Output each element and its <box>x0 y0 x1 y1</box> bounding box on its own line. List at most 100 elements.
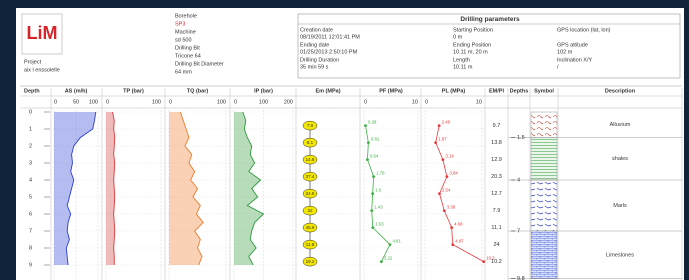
pf-point <box>389 243 392 246</box>
field-value: sd 500 <box>175 37 192 43</box>
column-header: Description <box>605 88 636 94</box>
depth-tick-label: 3 <box>29 160 32 166</box>
depth-tick-label: 0 <box>29 109 32 115</box>
pf-point <box>370 209 373 212</box>
pf-value-label: 3.22 <box>384 256 393 261</box>
layer-depth: 1.5 <box>517 135 525 141</box>
pf-value-label: 0.28 <box>368 120 377 125</box>
column-header: TP (bar) <box>123 88 144 94</box>
param-value: 35 min 59 s <box>300 64 329 70</box>
em-value: 45.9 <box>306 225 315 230</box>
ratio-value: 24 <box>493 242 499 248</box>
ratio-value: 10.2 <box>491 259 502 265</box>
layer-symbol <box>531 231 557 279</box>
field-value: Tricone 64 <box>175 53 201 59</box>
layer-description: Marls <box>613 203 627 209</box>
param-label: Length <box>453 57 470 63</box>
param-value: 0 m <box>453 34 463 40</box>
depth-tick-label: 5 <box>29 194 32 200</box>
pf-point <box>380 260 383 263</box>
x-tick-label: 100 <box>152 99 161 105</box>
pf-value-label: 1.6 <box>375 188 382 193</box>
pf-value-label: 1.63 <box>375 222 384 227</box>
pl-value-label: 2.54 <box>442 188 451 193</box>
em-value: 8.1 <box>307 140 314 145</box>
column-header: Depths <box>510 88 529 94</box>
ratio-value: 7.9 <box>493 208 501 214</box>
layer-symbol <box>531 112 557 138</box>
params-title: Drilling parameters <box>460 16 520 23</box>
pl-point <box>450 226 453 229</box>
x-tick-label: 0 <box>234 99 237 105</box>
ratio-value: 12.7 <box>491 191 502 197</box>
depth-tick-label: 1 <box>29 126 32 132</box>
em-value: 19.2 <box>306 259 315 264</box>
pl-point <box>434 141 437 144</box>
pl-point <box>441 158 444 161</box>
param-label: Inclination X/Y <box>557 57 592 63</box>
layer-description: shales <box>612 156 628 162</box>
field-value: 64 mm <box>175 69 192 75</box>
pl-point <box>451 243 454 246</box>
pf-point <box>364 124 367 127</box>
pf-point <box>367 141 370 144</box>
field-value: SP3 <box>175 21 185 27</box>
curve-area <box>106 112 115 265</box>
layer-depth: 7 <box>517 228 520 234</box>
em-value: 11.8 <box>306 242 315 247</box>
pl-value-label: 2.48 <box>442 120 451 125</box>
pl-point <box>438 124 441 127</box>
layer-symbol <box>531 138 557 181</box>
column-header: IP (bar) <box>254 88 273 94</box>
x-tick-label: 0 <box>364 99 367 105</box>
layer-depth: 4 <box>517 177 520 183</box>
layer-description: Limestones <box>606 252 634 258</box>
depth-tick-label: 7 <box>29 228 32 234</box>
param-label: Creation date <box>300 27 333 33</box>
ratio-value: 11.1 <box>491 225 501 231</box>
pl-value-label: 4.87 <box>455 239 464 244</box>
param-value: 10.11 m <box>453 64 473 70</box>
field-label: Drilling Bit <box>175 45 200 51</box>
param-label: Starting Position <box>453 27 493 33</box>
pf-value-label: 0.64 <box>370 154 379 159</box>
ratio-value: 20.3 <box>491 174 502 180</box>
pf-point <box>366 158 369 161</box>
project-label: Project <box>24 59 42 65</box>
param-label: Ending date <box>300 42 329 48</box>
x-tick-label: 0 <box>54 99 57 105</box>
layer-depth: 9.8 <box>517 276 525 280</box>
em-value: 37.4 <box>306 174 315 179</box>
pl-value-label: 3.38 <box>447 205 456 210</box>
pl-point <box>445 175 448 178</box>
column-header: Symbol <box>534 88 554 94</box>
pl-value-label: 4.68 <box>454 222 463 227</box>
x-tick-label: 0 <box>425 99 428 105</box>
param-value: 102 m <box>557 49 573 55</box>
report: LiM Project aix l enssolelle Drilling pa… <box>0 0 689 280</box>
depth-tick-label: 2 <box>29 143 32 149</box>
param-label: Drilling Duration <box>300 57 339 63</box>
x-tick-label: 50 <box>73 99 79 105</box>
x-tick-label: 0 <box>169 99 172 105</box>
column-header: EM/Pl <box>489 88 504 94</box>
param-label: GPS location (lat, lon) <box>557 27 611 33</box>
param-value: 08/19/2011 12:01:41 PM <box>300 34 360 40</box>
column-header: PF (MPa) <box>379 88 403 94</box>
pl-point <box>443 209 446 212</box>
pl-point <box>438 192 441 195</box>
column-header: PL (MPa) <box>442 88 466 94</box>
pf-value-label: 1.43 <box>374 205 383 210</box>
ratio-value: 13.8 <box>491 140 502 146</box>
x-tick-label: 100 <box>217 99 226 105</box>
field-label: Machine <box>175 29 196 35</box>
pf-point <box>371 192 374 195</box>
x-tick-label: 200 <box>284 99 293 105</box>
pl-point <box>482 260 485 263</box>
project: aix l enssolelle <box>24 67 60 73</box>
param-value: 01/25/2013 2:50:10 PM <box>300 49 358 55</box>
column-header: Depth <box>24 88 40 94</box>
em-value: 14.8 <box>306 157 315 162</box>
ratio-value: 12.9 <box>491 157 502 163</box>
x-tick-label: 100 <box>259 99 268 105</box>
